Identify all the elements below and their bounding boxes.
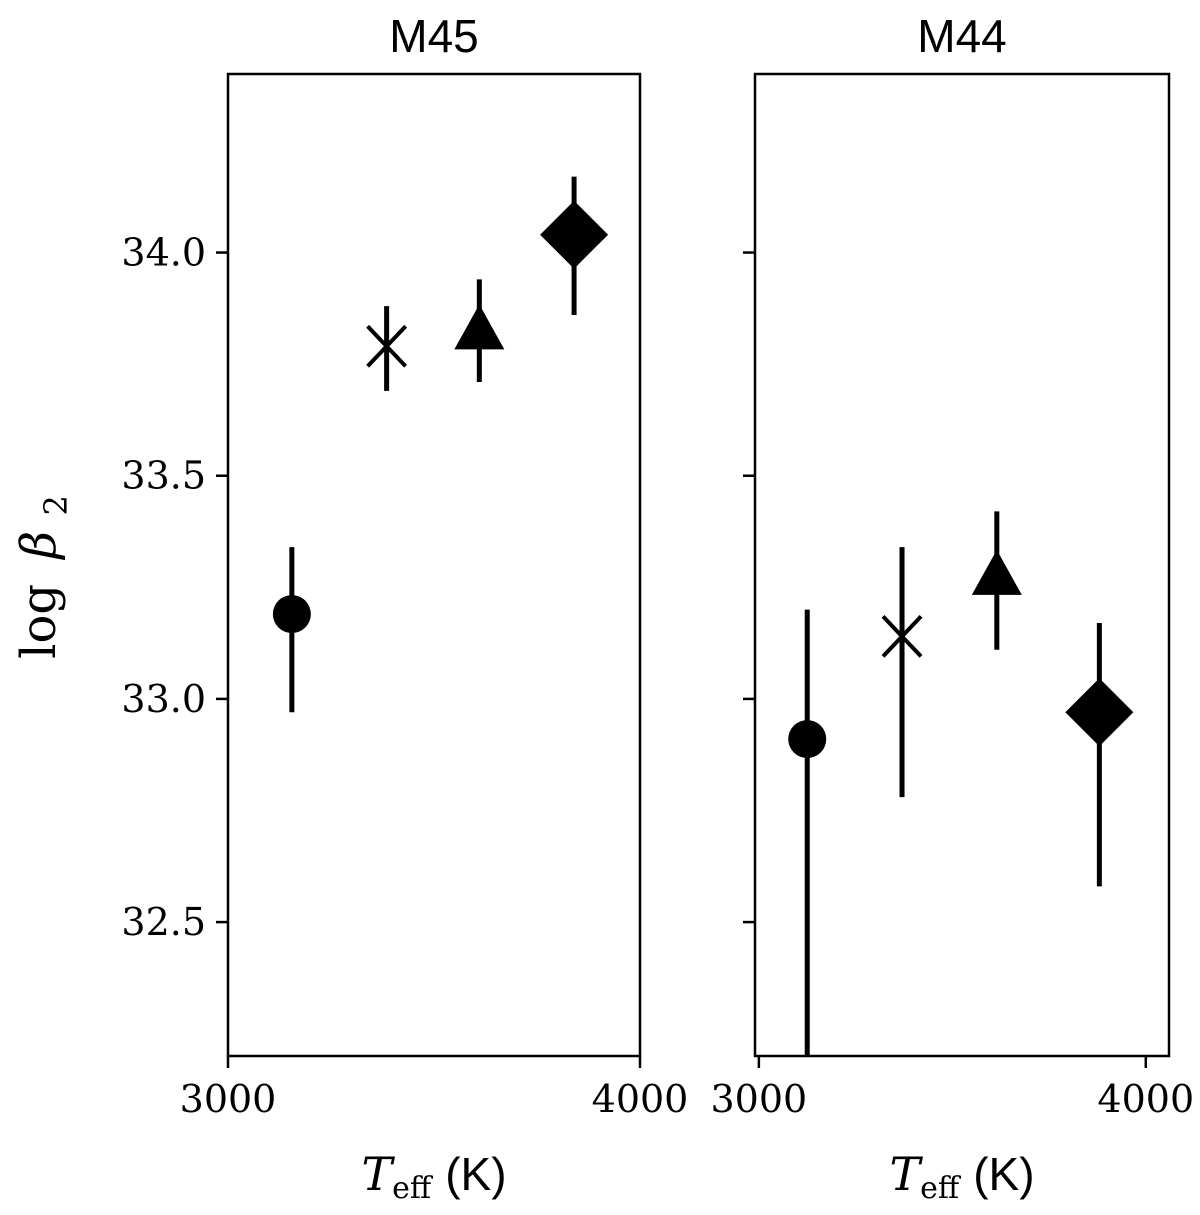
y-tick-label: 33.5 bbox=[121, 454, 206, 498]
y-tick-label: 33.0 bbox=[121, 677, 206, 721]
x-tick-label: 4000 bbox=[592, 1077, 689, 1121]
x-axis-label: Teff (K) bbox=[361, 1147, 506, 1206]
data-point-diamond bbox=[1065, 678, 1134, 747]
panel-title: M44 bbox=[917, 10, 1006, 62]
panel-title: M45 bbox=[389, 10, 478, 62]
data-point-x bbox=[881, 615, 923, 658]
x-axis-label: Teff (K) bbox=[889, 1147, 1034, 1206]
data-layer bbox=[788, 511, 1134, 1056]
plot-frame bbox=[753, 72, 1171, 1058]
x-axis-label-unit: (K) bbox=[445, 1148, 506, 1200]
plot-frame bbox=[226, 72, 642, 1058]
y-axis-label-prefix: log bbox=[11, 584, 67, 659]
x-axis-label-subscript: eff bbox=[920, 1171, 962, 1206]
x-tick-label: 4000 bbox=[1097, 1077, 1194, 1121]
y-tick-label: 34.0 bbox=[121, 231, 206, 275]
y-axis-label: log β 2 bbox=[11, 495, 75, 659]
data-layer bbox=[272, 176, 609, 713]
data-point-circle bbox=[788, 720, 827, 759]
x-tick-label: 3000 bbox=[711, 1077, 808, 1121]
x-axis-label-subscript: eff bbox=[392, 1171, 434, 1206]
x-axis-label-symbol: T bbox=[361, 1147, 395, 1201]
panel-m44: M44 3000 4000 Teff (K) bbox=[711, 10, 1195, 1206]
data-point-triangle bbox=[454, 304, 505, 350]
data-point-circle bbox=[272, 595, 311, 634]
data-point-diamond bbox=[540, 200, 609, 269]
x-axis-label-unit: (K) bbox=[973, 1148, 1034, 1200]
y-axis-label-symbol: β bbox=[11, 531, 67, 561]
data-point-x bbox=[366, 324, 408, 368]
y-axis-label-subscript: 2 bbox=[37, 495, 75, 515]
x-axis-label-symbol: T bbox=[889, 1147, 923, 1201]
x-tick-label: 3000 bbox=[180, 1077, 277, 1121]
panel-m45: M45 32.5 33.0 33.5 34.0 3000 4000 Teff (K) bbox=[121, 10, 688, 1206]
data-point-triangle bbox=[971, 549, 1022, 595]
y-tick-label: 32.5 bbox=[121, 900, 206, 944]
